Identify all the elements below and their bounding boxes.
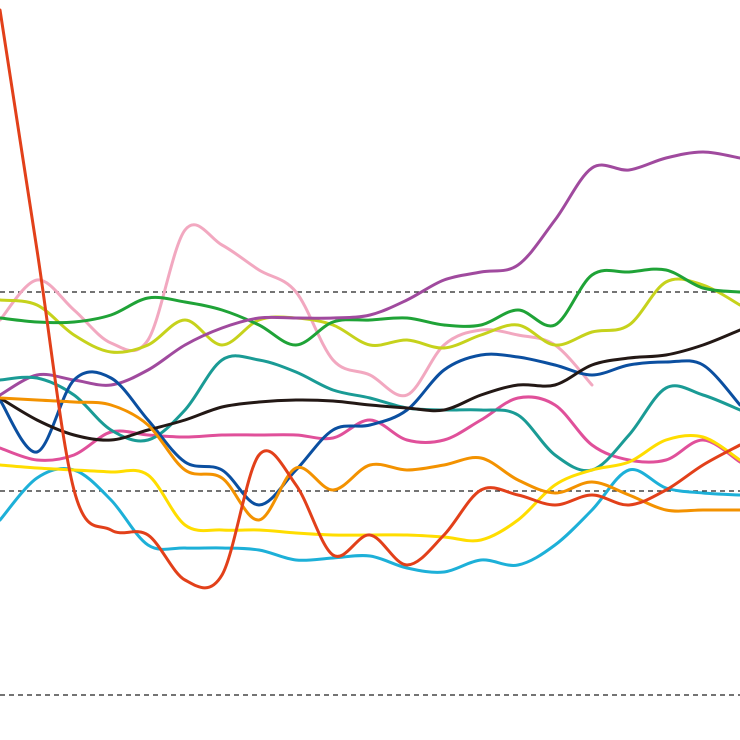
series-line [0, 395, 740, 464]
series-line [0, 150, 740, 397]
series-line [0, 352, 740, 507]
series-line [0, 433, 740, 543]
series-line [0, 396, 740, 522]
series-line [0, 267, 740, 347]
series-line [0, 467, 740, 574]
series-line [0, 328, 740, 442]
series-line [0, 8, 740, 590]
series-line [0, 277, 740, 354]
series-line [0, 223, 594, 398]
series-line [0, 354, 740, 473]
